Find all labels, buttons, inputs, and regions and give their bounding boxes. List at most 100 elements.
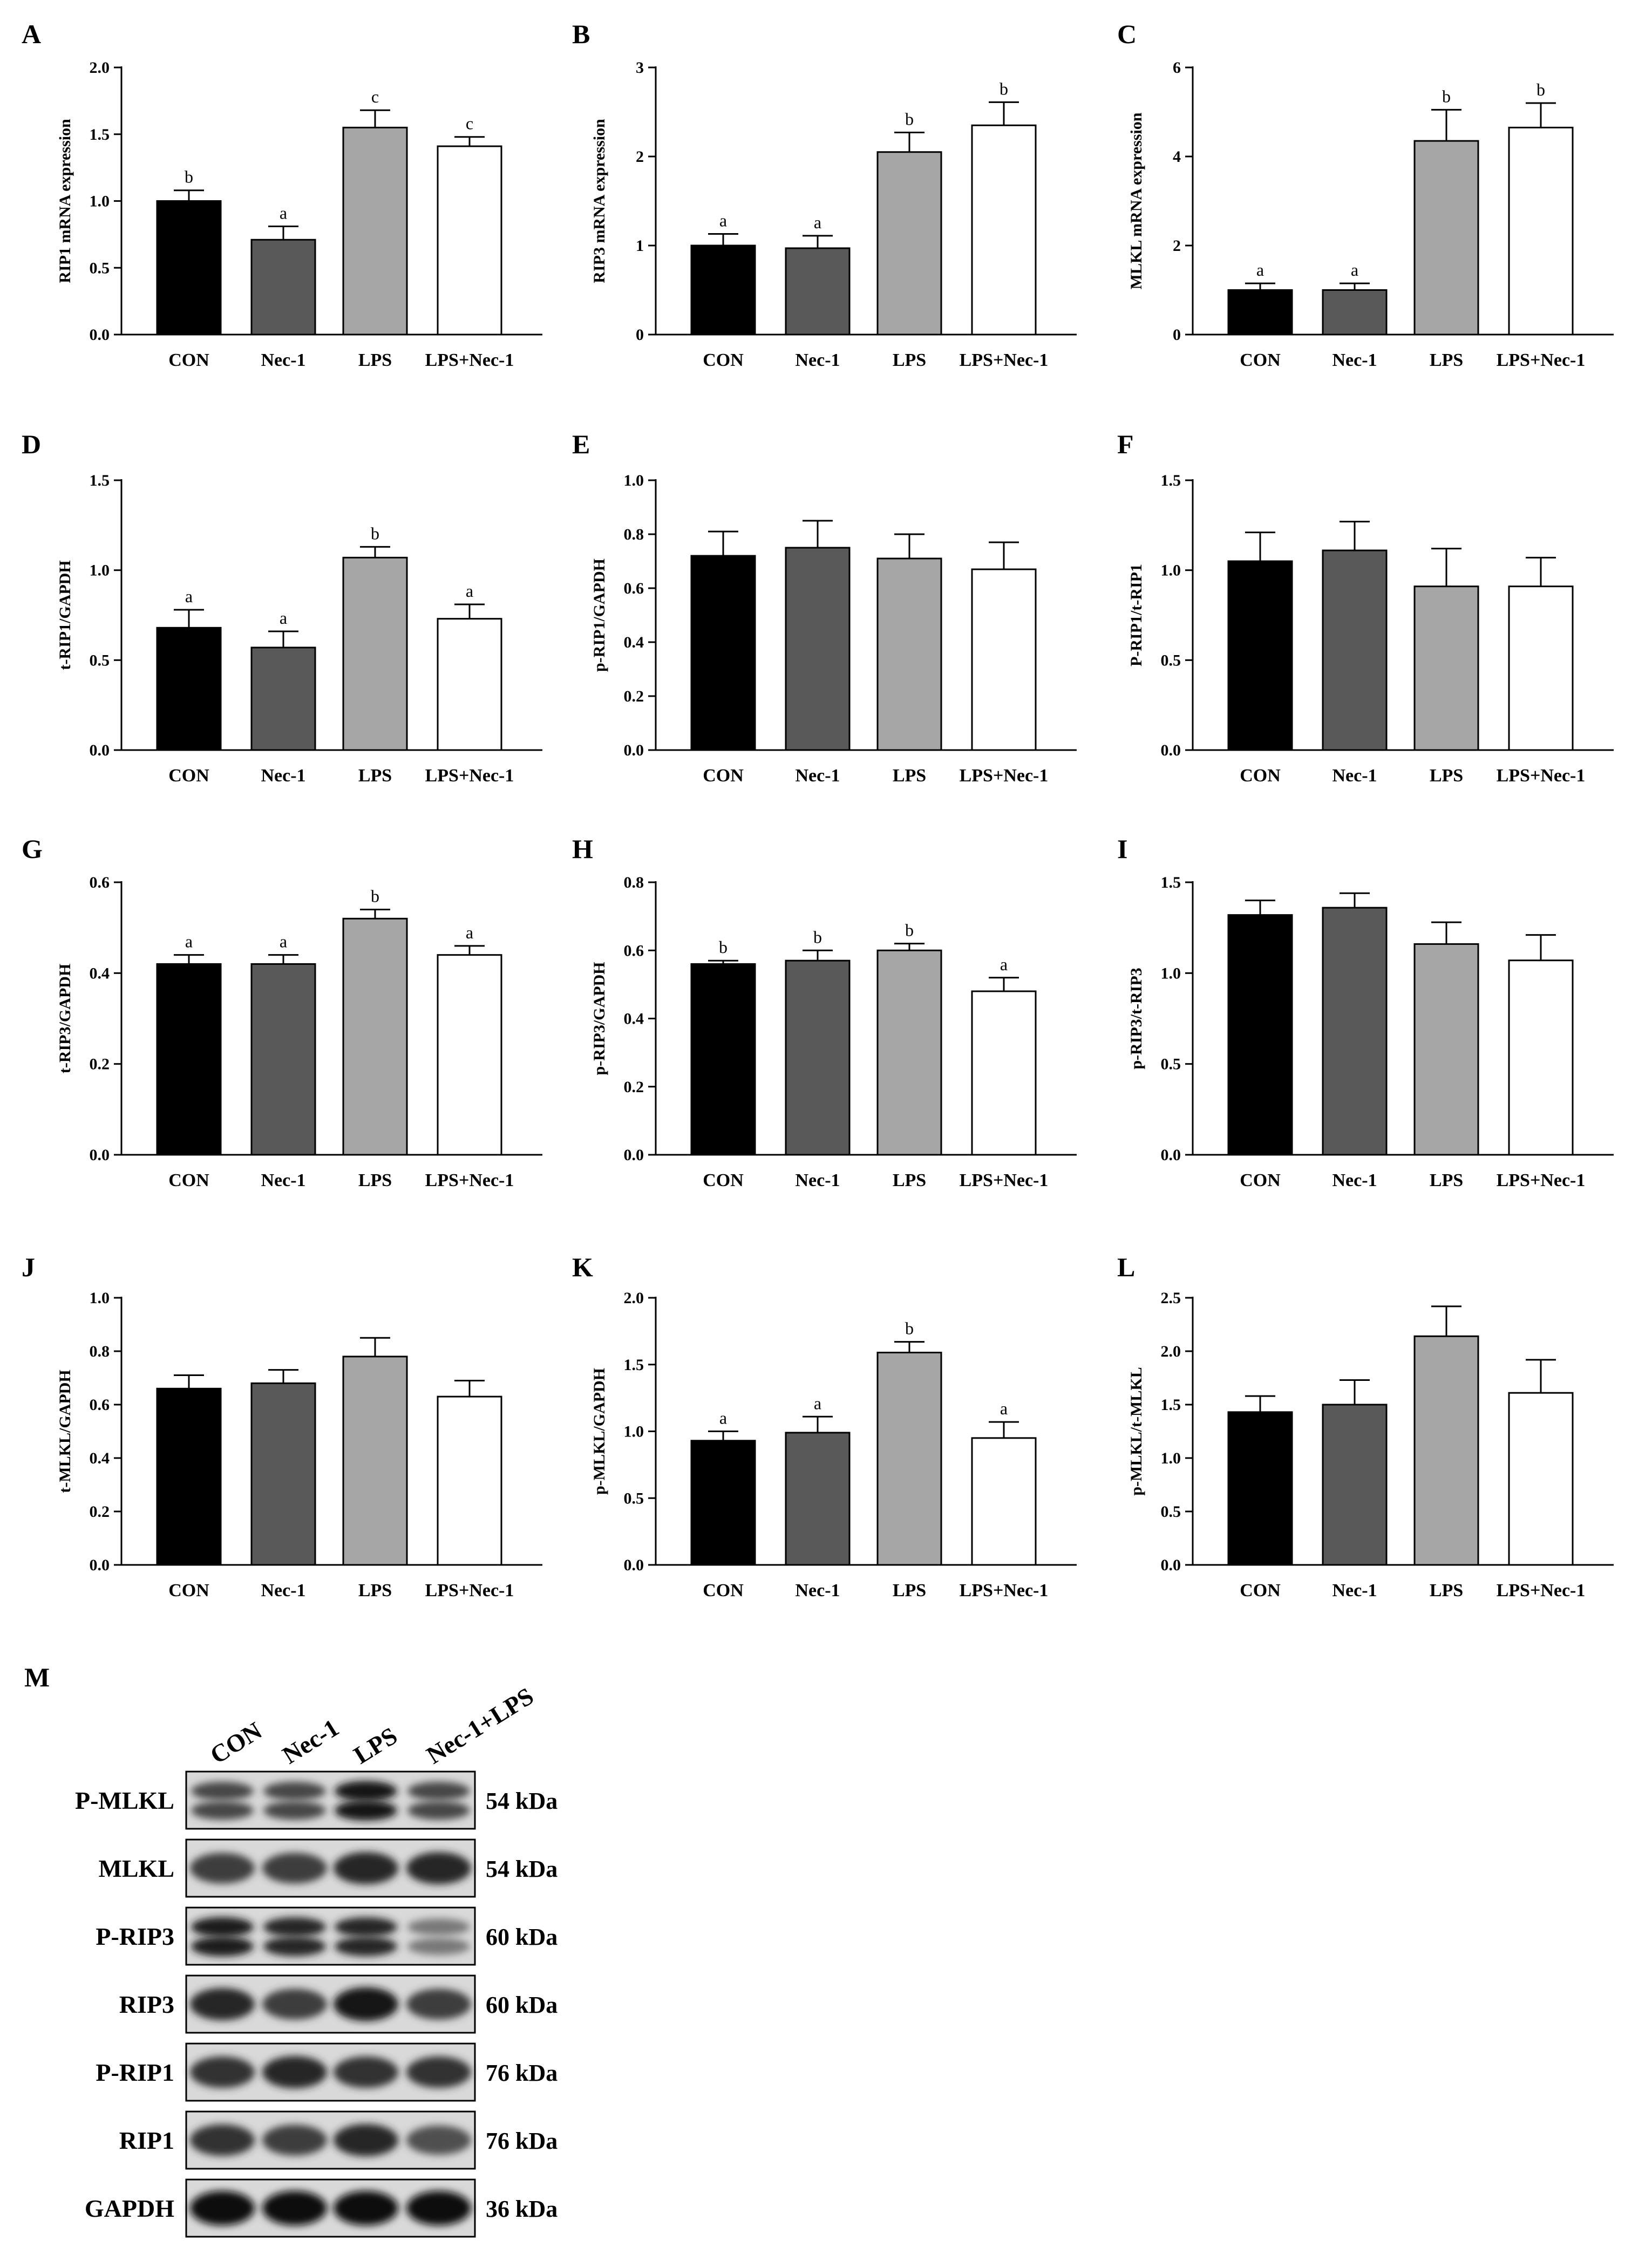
y-tick-label: 2 — [1173, 237, 1181, 255]
y-tick-label: 0.5 — [90, 259, 110, 277]
chart-panel-G: G 0.0 0.2 0.4 0.6 t-RIP3/GAPDH a CON a Nec-1 b LPS a… — [22, 834, 542, 1190]
x-tick-label: CON — [703, 350, 744, 370]
bar-lps-nec-1 — [437, 145, 502, 336]
y-tick-label: 2 — [636, 148, 644, 166]
panel-letter: J — [22, 1252, 35, 1282]
x-tick-label: LPS — [893, 1581, 926, 1601]
y-tick-label: 1.0 — [624, 1423, 644, 1441]
x-tick-label: CON — [1240, 350, 1281, 370]
bar-con — [690, 555, 756, 751]
x-tick-label: Nec-1 — [795, 1581, 840, 1601]
bar-lps — [1413, 140, 1479, 336]
x-tick-label: Nec-1 — [261, 1170, 305, 1190]
panel-letter: M — [24, 1662, 50, 1692]
blot-band — [335, 1917, 397, 1937]
blot-band — [263, 1801, 326, 1820]
blot-band — [191, 1917, 254, 1937]
y-axis-label: t-RIP1/GAPDH — [56, 560, 74, 670]
y-axis-label: t-RIP3/GAPDH — [56, 964, 74, 1073]
panel-letter: K — [572, 1252, 593, 1282]
bar-con — [156, 1387, 222, 1566]
western-blot: M CON Nec-1 LPS Nec-1+LPS P-MLKL 54 kDa MLKL 54 … — [24, 1662, 558, 2238]
blot-band — [191, 1781, 254, 1801]
significance-letter: b — [905, 1319, 914, 1338]
y-tick-label: 0.2 — [624, 1078, 644, 1096]
bar-nec-1 — [250, 963, 316, 1156]
x-tick-label: Nec-1 — [261, 350, 305, 370]
y-tick-label: 0.8 — [624, 874, 644, 891]
significance-letter: b — [719, 937, 728, 957]
bar-con — [690, 963, 756, 1156]
blot-band — [335, 1800, 397, 1821]
blot-band — [334, 2056, 398, 2088]
y-tick-label: 0.2 — [90, 1055, 110, 1073]
bar-nec-1 — [785, 1432, 851, 1566]
bar-con — [1227, 914, 1293, 1156]
bar-con — [690, 1440, 756, 1566]
blot-band — [406, 2125, 471, 2155]
blot-band — [406, 2191, 471, 2225]
x-tick-label: CON — [703, 1581, 744, 1601]
panel-letter: L — [1117, 1252, 1135, 1282]
significance-letter: a — [466, 923, 473, 942]
x-tick-label: Nec-1 — [795, 766, 840, 786]
panel-letter: D — [22, 429, 41, 459]
y-tick-label: 0.2 — [90, 1503, 110, 1521]
y-tick-label: 2.0 — [624, 1289, 644, 1307]
significance-letter: a — [1000, 1399, 1008, 1418]
blot-kda-label: 76 kDa — [486, 2128, 558, 2154]
x-tick-label: Nec-1 — [795, 1170, 840, 1190]
y-tick-label: 0.8 — [624, 526, 644, 543]
y-tick-label: 0.5 — [1161, 1503, 1181, 1521]
bar-nec-1 — [785, 959, 851, 1156]
significance-letter: a — [1000, 955, 1008, 974]
blot-row-p-rip1: P-RIP1 76 kDa — [96, 2042, 558, 2102]
y-axis-label: p-RIP3/GAPDH — [590, 962, 608, 1075]
blot-kda-label: 60 kDa — [486, 1924, 558, 1950]
significance-letter: a — [814, 1393, 821, 1413]
blot-band — [262, 2056, 327, 2088]
bar-lps-nec-1 — [971, 568, 1037, 751]
charts-layer: A 0.0 0.5 1.0 1.5 2.0 RIP1 mRNA expression b CON… — [22, 19, 1614, 1601]
y-axis-label: MLKL mRNA expression — [1127, 112, 1145, 289]
y-tick-label: 0.0 — [90, 1556, 110, 1574]
y-tick-label: 0.6 — [624, 942, 644, 959]
blot-band — [190, 2124, 255, 2156]
blot-band — [190, 1853, 255, 1884]
chart-panel-I: I 0.0 0.5 1.0 1.5 p-RIP3/t-RIP3 CON Nec-1 LPS LPS… — [1117, 834, 1614, 1190]
chart-panel-H: H 0.0 0.2 0.4 0.6 0.8 p-RIP3/GAPDH b CON b Nec-1 b L… — [572, 834, 1077, 1190]
y-tick-label: 0.4 — [90, 1449, 110, 1467]
lane-label: CON — [205, 1717, 267, 1769]
y-tick-label: 1.0 — [1161, 562, 1181, 580]
significance-letter: c — [371, 87, 379, 106]
y-tick-label: 1.0 — [90, 193, 110, 210]
y-tick-label: 0.0 — [624, 741, 644, 759]
x-tick-label: LPS — [358, 1170, 392, 1190]
y-tick-label: 1.5 — [90, 472, 110, 489]
x-tick-label: CON — [168, 1581, 209, 1601]
blot-protein-label: GAPDH — [85, 2195, 174, 2222]
y-tick-label: 0.4 — [90, 964, 110, 982]
y-tick-label: 0.5 — [1161, 1055, 1181, 1073]
blot-band — [407, 1938, 470, 1955]
y-axis-label: RIP1 mRNA expression — [56, 119, 74, 283]
y-tick-label: 0.5 — [624, 1489, 644, 1507]
bar-lps-nec-1 — [1508, 585, 1574, 751]
blot-band — [262, 1988, 327, 2020]
blot-protein-label: P-RIP3 — [96, 1923, 174, 1950]
blot-band — [262, 2124, 327, 2156]
y-tick-label: 1.0 — [1161, 964, 1181, 982]
x-tick-label: CON — [168, 350, 209, 370]
significance-letter: a — [280, 203, 287, 223]
blot-band — [335, 1781, 397, 1801]
y-tick-label: 0.2 — [624, 687, 644, 705]
blot-band — [407, 1918, 470, 1936]
blot-band — [263, 1917, 326, 1937]
significance-letter: a — [185, 932, 193, 951]
significance-letter: a — [185, 587, 193, 606]
y-tick-label: 0.0 — [1161, 1146, 1181, 1164]
y-axis-label: p-RIP3/t-RIP3 — [1127, 968, 1145, 1069]
bar-lps-nec-1 — [971, 1437, 1037, 1566]
chart-panel-E: E 0.0 0.2 0.4 0.6 0.8 1.0 p-RIP1/GAPDH CON Nec-1 L… — [572, 429, 1077, 786]
